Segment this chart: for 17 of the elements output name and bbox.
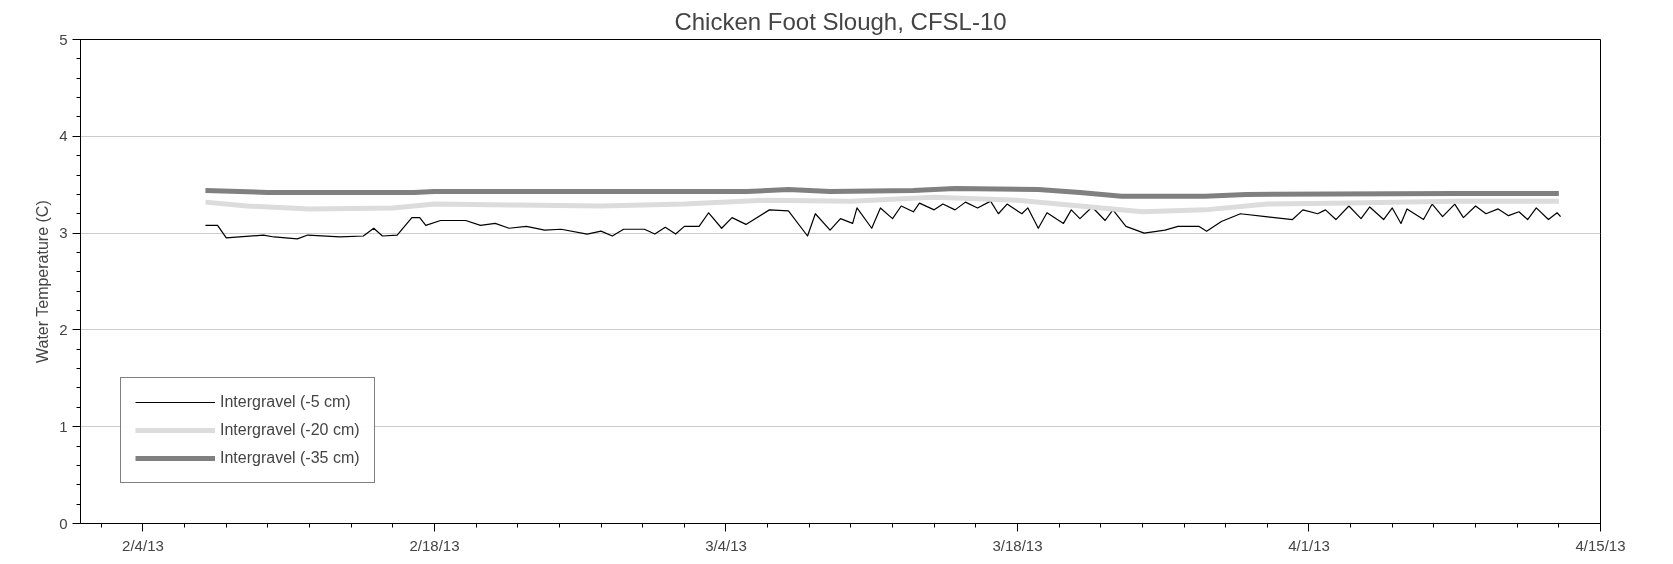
y-tick-label: 2 xyxy=(59,320,68,338)
x-tick-label: 2/18/13 xyxy=(409,536,460,554)
chart-title: Chicken Foot Slough, CFSL-10 xyxy=(674,7,1007,35)
legend-label: Intergravel (-35 cm) xyxy=(220,449,360,467)
y-tick-label: 1 xyxy=(59,417,68,435)
x-tick-label: 4/1/13 xyxy=(1288,536,1330,554)
y-axis-title: Water Temperature (C) xyxy=(34,200,52,363)
y-tick-label: 5 xyxy=(59,30,68,48)
y-tick-label: 4 xyxy=(59,127,68,145)
legend-label: Intergravel (-5 cm) xyxy=(220,393,351,411)
y-tick-label: 0 xyxy=(59,514,68,532)
x-tick-label: 4/15/13 xyxy=(1575,536,1626,554)
x-tick-label: 2/4/13 xyxy=(122,536,164,554)
x-tick-label: 3/4/13 xyxy=(705,536,747,554)
x-tick-label: 3/18/13 xyxy=(992,536,1043,554)
legend-label: Intergravel (-20 cm) xyxy=(220,421,360,439)
y-tick-label: 3 xyxy=(59,224,68,242)
